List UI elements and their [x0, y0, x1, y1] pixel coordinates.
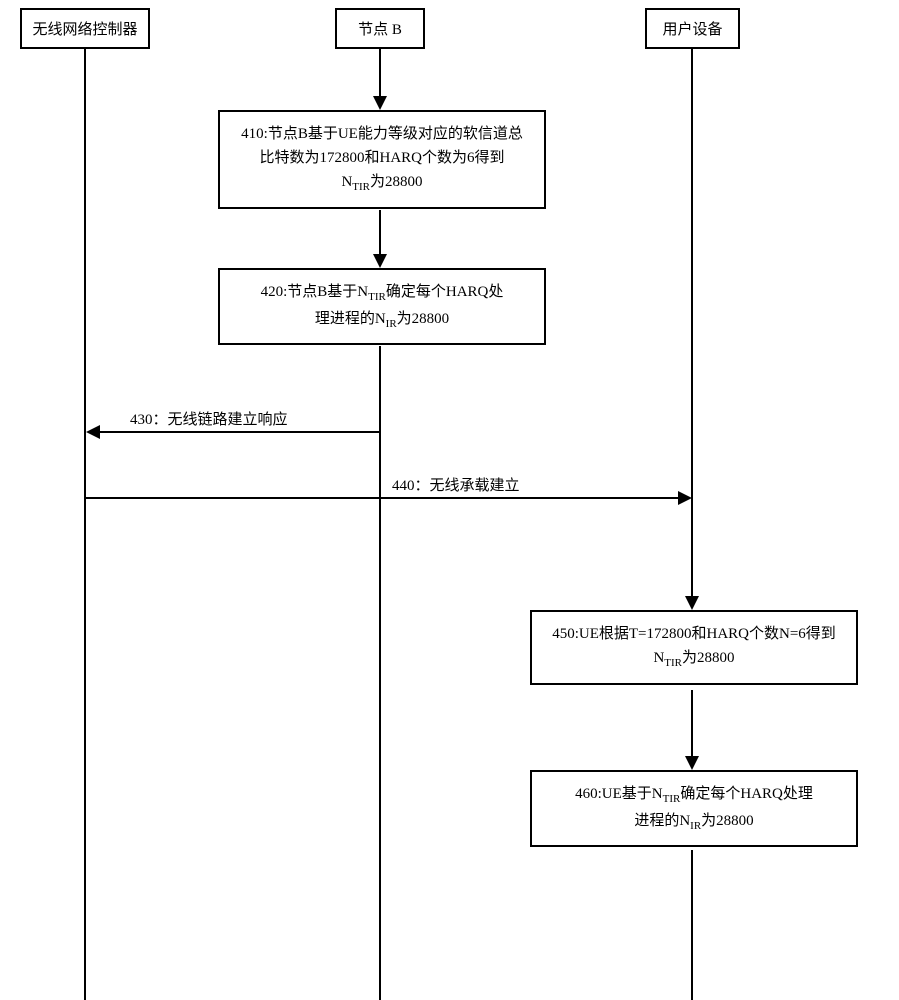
arrow-left-icon: [86, 425, 100, 439]
actor-nodeb: 节点 B: [335, 8, 425, 49]
actor-ue-label: 用户设备: [662, 22, 722, 38]
message-440-label: 440：无线承载建立: [392, 474, 520, 495]
step-450: 450:UE根据T=172800和HARQ个数N=6得到 NTIR为28800: [530, 610, 858, 685]
step-420-sub2: IR: [386, 318, 397, 330]
arrow-down-icon: [685, 756, 699, 770]
actor-rnc: 无线网络控制器: [20, 8, 150, 49]
step-450-line1: UE根据T=172800和HARQ个数N=6得到: [579, 626, 836, 642]
step-450-prefix: 450: [552, 626, 575, 642]
step-410-line1: 节点B基于UE能力等级对应的软信道总: [268, 126, 523, 142]
step-420-tb: 确定每个HARQ处: [386, 284, 504, 300]
message-440-text: 无线承载建立: [430, 478, 520, 494]
step-410-line3b: 为28800: [370, 174, 423, 190]
step-420-l2a: 理进程的N: [315, 311, 386, 327]
lifeline-ue-bottom: [691, 850, 693, 1000]
arrow-down-icon: [373, 96, 387, 110]
step-460: 460:UE基于NTIR确定每个HARQ处理 进程的NIR为28800: [530, 770, 858, 847]
actor-rnc-label: 无线网络控制器: [32, 22, 137, 38]
connector-410-to-420: [379, 210, 381, 256]
message-430-line: [99, 431, 380, 433]
arrow-down-icon: [373, 254, 387, 268]
message-430-prefix: 430: [130, 412, 153, 428]
step-420: 420:节点B基于NTIR确定每个HARQ处 理进程的NIR为28800: [218, 268, 546, 345]
step-450-l2a: N: [653, 650, 664, 666]
message-430-label: 430：无线链路建立响应: [130, 408, 288, 429]
step-460-l2a: 进程的N: [634, 813, 690, 829]
arrow-right-icon: [678, 491, 692, 505]
message-440-prefix: 440: [392, 478, 415, 494]
message-430-text: 无线链路建立响应: [168, 412, 288, 428]
step-420-prefix: 420: [261, 284, 284, 300]
step-410-line2: 比特数为172800和HARQ个数为6得到: [259, 150, 504, 166]
connector-450-to-460: [691, 690, 693, 758]
step-420-l2b: 为28800: [397, 311, 450, 327]
step-450-sub: TIR: [664, 657, 682, 669]
connector-440-to-450: [691, 498, 693, 598]
step-410-prefix: 410: [241, 126, 264, 142]
step-420-sub1: TIR: [368, 291, 386, 303]
step-460-l2b: 为28800: [701, 813, 754, 829]
message-440-line: [85, 497, 679, 499]
step-410-line3a: N: [341, 174, 352, 190]
connector-nodeb-to-410: [379, 48, 381, 98]
step-460-sub2: IR: [690, 820, 701, 832]
lifeline-ue-top: [691, 48, 693, 498]
step-460-ta: UE基于N: [602, 786, 663, 802]
step-460-prefix: 460: [575, 786, 598, 802]
step-420-ta: 节点B基于N: [287, 284, 368, 300]
step-460-sub1: TIR: [663, 793, 681, 805]
step-410: 410:节点B基于UE能力等级对应的软信道总 比特数为172800和HARQ个数…: [218, 110, 546, 209]
arrow-down-icon: [685, 596, 699, 610]
actor-nodeb-label: 节点 B: [358, 22, 402, 38]
lifeline-nodeb: [379, 346, 381, 1000]
lifeline-rnc: [84, 48, 86, 1000]
step-460-tb: 确定每个HARQ处理: [680, 786, 813, 802]
step-410-sub: TIR: [352, 181, 370, 193]
actor-ue: 用户设备: [645, 8, 740, 49]
step-450-l2b: 为28800: [682, 650, 735, 666]
